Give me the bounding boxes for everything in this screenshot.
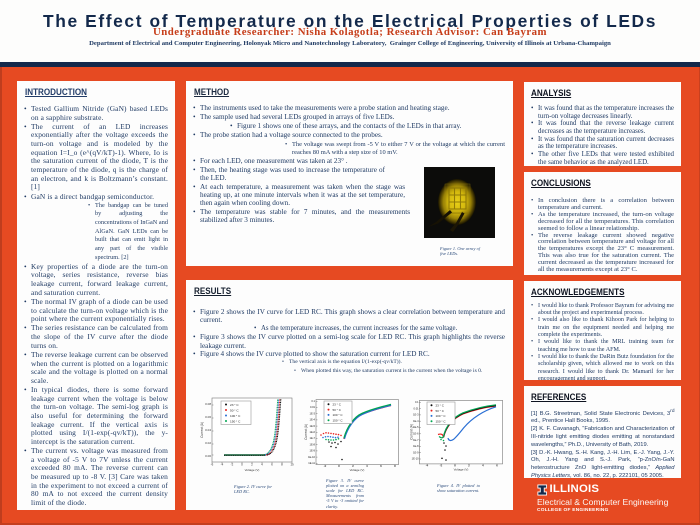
svg-text:-4: -4 bbox=[221, 463, 224, 467]
svg-text:50 ° C: 50 ° C bbox=[230, 408, 239, 412]
svg-text:-2: -2 bbox=[231, 463, 234, 467]
svg-text:1E-6: 1E-6 bbox=[413, 432, 419, 436]
svg-text:1E-10: 1E-10 bbox=[308, 455, 315, 459]
svg-text:0.01: 0.01 bbox=[310, 405, 316, 409]
svg-text:-4: -4 bbox=[426, 464, 429, 468]
svg-text:1E-9: 1E-9 bbox=[310, 449, 316, 453]
svg-text:4: 4 bbox=[482, 464, 484, 468]
svg-text:1E-11: 1E-11 bbox=[308, 461, 315, 465]
svg-text:150 ° C: 150 ° C bbox=[436, 419, 447, 423]
svg-text:6: 6 bbox=[380, 464, 382, 468]
svg-text:0.08: 0.08 bbox=[205, 402, 211, 406]
svg-text:0: 0 bbox=[338, 464, 340, 468]
svg-text:Voltage (V): Voltage (V) bbox=[245, 468, 260, 472]
svg-text:-2: -2 bbox=[324, 464, 327, 468]
svg-text:-2: -2 bbox=[440, 464, 443, 468]
svg-text:23 ° C: 23 ° C bbox=[436, 404, 445, 408]
svg-text:1E-5: 1E-5 bbox=[310, 424, 316, 428]
svg-text:Current (A): Current (A) bbox=[410, 424, 414, 440]
svg-text:1E-4: 1E-4 bbox=[310, 418, 316, 422]
svg-text:150 ° C: 150 ° C bbox=[333, 418, 344, 422]
svg-text:0.04: 0.04 bbox=[205, 428, 211, 432]
svg-text:1E-9: 1E-9 bbox=[413, 450, 419, 454]
svg-text:8: 8 bbox=[281, 463, 283, 467]
svg-text:8: 8 bbox=[394, 464, 396, 468]
svg-text:2: 2 bbox=[251, 463, 253, 467]
svg-text:23 ° C: 23 ° C bbox=[230, 403, 239, 407]
svg-text:0.01: 0.01 bbox=[414, 406, 420, 410]
svg-text:1E-8: 1E-8 bbox=[310, 442, 316, 446]
svg-text:100 ° C: 100 ° C bbox=[436, 414, 447, 418]
svg-text:6: 6 bbox=[271, 463, 273, 467]
svg-text:100 ° C: 100 ° C bbox=[230, 414, 241, 418]
svg-text:6: 6 bbox=[496, 464, 498, 468]
svg-text:1E-7: 1E-7 bbox=[413, 438, 419, 442]
svg-text:0.00: 0.00 bbox=[205, 454, 211, 458]
svg-text:0.1: 0.1 bbox=[415, 400, 419, 404]
svg-text:1E-3: 1E-3 bbox=[310, 411, 316, 415]
svg-text:0.1: 0.1 bbox=[311, 399, 315, 403]
svg-text:1E-4: 1E-4 bbox=[413, 419, 419, 423]
svg-text:Current (A): Current (A) bbox=[304, 424, 308, 440]
svg-text:1E-7: 1E-7 bbox=[310, 436, 316, 440]
svg-text:1E-6: 1E-6 bbox=[310, 430, 316, 434]
svg-text:1E-10: 1E-10 bbox=[412, 457, 419, 461]
svg-text:1E-8: 1E-8 bbox=[413, 444, 419, 448]
svg-text:Current (A): Current (A) bbox=[200, 422, 204, 438]
svg-text:-6: -6 bbox=[211, 463, 214, 467]
svg-text:0: 0 bbox=[241, 463, 243, 467]
svg-text:0: 0 bbox=[454, 464, 456, 468]
svg-text:1E-5: 1E-5 bbox=[413, 425, 419, 429]
svg-text:50 ° C: 50 ° C bbox=[436, 409, 445, 413]
svg-text:4: 4 bbox=[366, 464, 368, 468]
svg-text:Voltage (V): Voltage (V) bbox=[454, 468, 469, 472]
svg-text:Voltage (V): Voltage (V) bbox=[350, 468, 365, 472]
svg-text:2: 2 bbox=[352, 464, 354, 468]
svg-text:23 ° C: 23 ° C bbox=[333, 403, 342, 407]
svg-text:10: 10 bbox=[290, 463, 294, 467]
svg-text:50 ° C: 50 ° C bbox=[333, 408, 342, 412]
svg-text:4: 4 bbox=[261, 463, 263, 467]
svg-text:0.02: 0.02 bbox=[205, 441, 211, 445]
svg-text:0.06: 0.06 bbox=[205, 415, 211, 419]
svg-text:100 ° C: 100 ° C bbox=[333, 413, 344, 417]
svg-text:150 ° C: 150 ° C bbox=[230, 419, 241, 423]
svg-text:2: 2 bbox=[468, 464, 470, 468]
svg-text:1E-3: 1E-3 bbox=[413, 413, 419, 417]
